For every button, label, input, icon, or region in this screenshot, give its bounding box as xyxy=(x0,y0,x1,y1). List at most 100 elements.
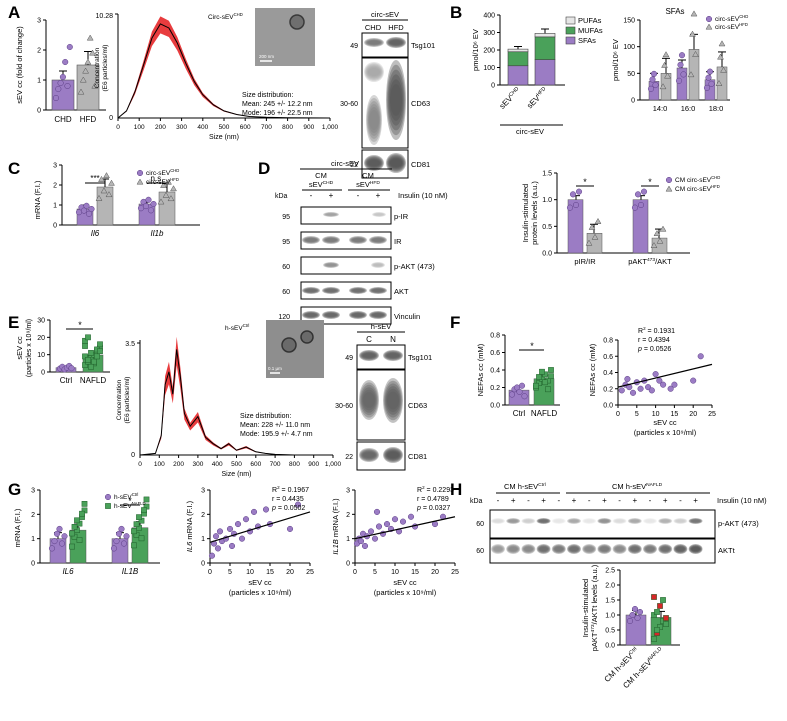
band-layer xyxy=(493,546,503,552)
band-layer xyxy=(491,518,505,524)
annotation: Size distribution: xyxy=(242,92,293,99)
x-axis-label: Size (nm) xyxy=(209,134,239,141)
blot-band xyxy=(643,518,657,524)
y-tick-label: 0.6 xyxy=(490,350,500,357)
x-tick-label: 5 xyxy=(635,411,639,418)
band-layer xyxy=(326,214,336,216)
label-part: R xyxy=(638,328,643,335)
band-layer xyxy=(366,98,382,142)
band-layer xyxy=(359,382,379,418)
data-point xyxy=(167,195,175,202)
x-category-label: 14:0 xyxy=(653,104,668,113)
band-layer xyxy=(659,519,671,523)
data-point xyxy=(654,609,660,615)
band-layer xyxy=(383,350,403,361)
band-layer xyxy=(364,38,384,47)
y-tick-label: 300 xyxy=(483,30,495,37)
x-tick-label: 400 xyxy=(212,461,223,468)
treatment-sign: + xyxy=(602,496,607,505)
label-part: NAFLD xyxy=(646,482,662,488)
band-layer xyxy=(568,545,580,553)
blot-band xyxy=(582,544,597,554)
data-point xyxy=(533,382,539,389)
x-tick-label: 200 xyxy=(155,124,166,131)
band-layer xyxy=(613,544,627,554)
band-layer xyxy=(353,289,364,292)
band-layer xyxy=(660,546,670,552)
y-tick-label: 0 xyxy=(109,115,113,122)
y-tick-label: 2.0 xyxy=(605,583,615,590)
band-layer xyxy=(508,519,518,523)
data-point xyxy=(651,636,657,642)
band-layer xyxy=(303,236,319,244)
band-layer xyxy=(630,546,640,552)
data-point xyxy=(82,67,90,74)
label-part: sEV xyxy=(309,180,323,189)
band-layer xyxy=(361,387,377,413)
band-layer xyxy=(615,547,623,551)
band-layer xyxy=(583,545,595,553)
band-layer xyxy=(691,547,700,551)
band-layer xyxy=(507,519,519,523)
band-layer xyxy=(322,287,340,294)
scale-bar-label: 0.1 µm xyxy=(268,366,282,371)
data-point xyxy=(131,542,137,549)
band-layer xyxy=(383,447,403,463)
band-layer xyxy=(584,546,594,552)
x-tick-label: 0 xyxy=(616,411,620,418)
label-part: 473 xyxy=(647,257,655,263)
protein-label: IR xyxy=(394,237,402,246)
significance-label: * xyxy=(530,341,534,351)
band-layer xyxy=(567,544,581,554)
band-layer xyxy=(323,212,339,217)
band-layer xyxy=(689,518,703,524)
data-point xyxy=(97,341,103,348)
band-layer xyxy=(373,289,384,292)
label-part: CHD xyxy=(711,175,720,180)
panel-letter: G xyxy=(8,480,21,499)
band-layer xyxy=(384,383,402,418)
group-label: sEVCHD xyxy=(309,180,334,189)
band-layer xyxy=(522,545,535,553)
chart-title: Circ-sEVCHD xyxy=(208,12,243,21)
blot-band xyxy=(364,155,384,171)
blot-band xyxy=(658,518,673,524)
kda-marker: 120 xyxy=(278,314,290,321)
band-layer xyxy=(363,452,375,458)
panel-letter: E xyxy=(8,313,19,332)
y-tick-label: 2.5 xyxy=(605,568,615,575)
band-layer xyxy=(537,544,551,554)
x-tick-label: 5 xyxy=(373,569,377,576)
y-tick-label: 0.0 xyxy=(603,403,613,410)
data-point xyxy=(518,382,526,389)
y-tick-label: 2 xyxy=(37,48,41,55)
band-layer xyxy=(524,520,532,522)
data-point xyxy=(690,377,697,384)
band-layer xyxy=(324,312,338,318)
annotation: Size distribution: xyxy=(240,413,291,420)
band-layer xyxy=(368,68,380,76)
band-layer xyxy=(612,544,627,554)
data-point xyxy=(286,525,294,532)
data-point xyxy=(66,43,73,51)
band-layer xyxy=(552,545,565,553)
stack-segment-sfas xyxy=(534,59,556,86)
band-layer xyxy=(359,350,379,361)
data-point xyxy=(86,34,94,41)
data-point xyxy=(407,513,415,520)
band-layer xyxy=(371,237,385,243)
blot-band xyxy=(386,37,406,48)
blot-band xyxy=(364,38,384,47)
band-layer xyxy=(597,518,612,524)
x-tick-label: 1,000 xyxy=(322,124,339,131)
band-layer xyxy=(538,519,549,523)
data-point xyxy=(361,542,369,550)
band-layer xyxy=(360,351,378,360)
data-point xyxy=(680,71,687,78)
data-point xyxy=(80,207,88,214)
blot-frame xyxy=(300,206,392,225)
band-layer xyxy=(364,38,384,47)
legend-label: circ-sEVCHD xyxy=(715,14,748,23)
band-layer xyxy=(538,545,549,553)
data-point xyxy=(98,175,105,182)
